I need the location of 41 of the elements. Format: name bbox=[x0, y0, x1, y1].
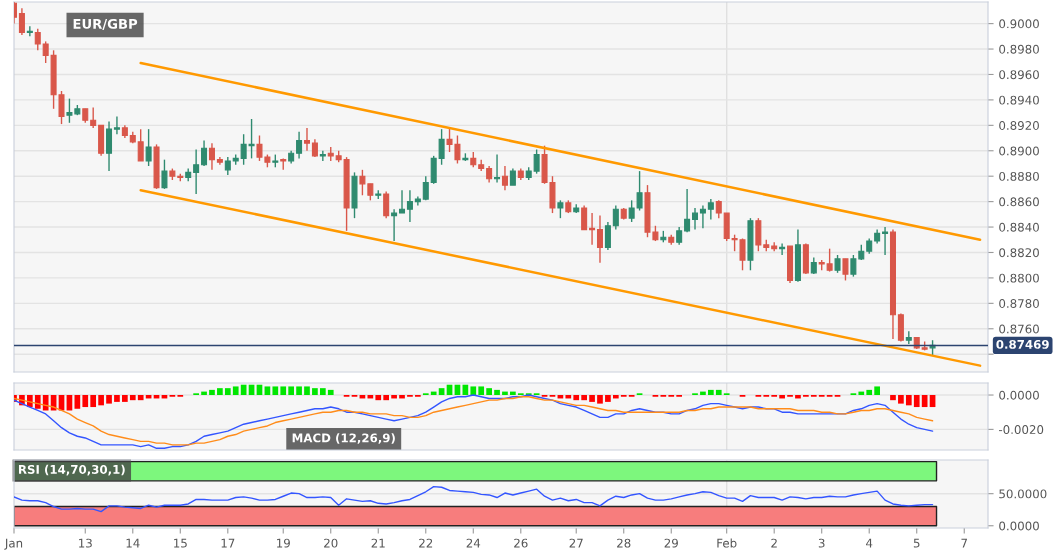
x-tick-label: 5 bbox=[913, 538, 920, 548]
y-tick-label: 0.8960 bbox=[999, 70, 1039, 80]
x-tick-label: 13 bbox=[79, 538, 92, 548]
x-tick-label: 21 bbox=[371, 538, 385, 548]
x-tick-label: 29 bbox=[664, 538, 678, 548]
x-tick-label: 20 bbox=[324, 538, 338, 548]
x-tick-label: 27 bbox=[569, 538, 583, 548]
x-tick-label: 19 bbox=[277, 538, 290, 548]
x-tick-label: 7 bbox=[961, 538, 967, 548]
y-tick-label: 0.8900 bbox=[999, 146, 1039, 156]
y-tick-label: 50.0000 bbox=[999, 489, 1047, 499]
y-tick-label: 0.8980 bbox=[999, 44, 1039, 54]
x-tick-label: 28 bbox=[617, 538, 631, 548]
y-tick-label: 0.9000 bbox=[999, 19, 1039, 29]
y-tick-label: 0.8800 bbox=[999, 273, 1039, 283]
y-tick-label: 0.8840 bbox=[999, 222, 1039, 232]
y-tick-label: 0.8780 bbox=[999, 299, 1039, 308]
y-tick-label: 0.8760 bbox=[999, 324, 1039, 334]
y-tick-label: 0.0000 bbox=[999, 521, 1039, 531]
x-tick-label: 26 bbox=[514, 538, 528, 548]
y-tick-label: 0.8880 bbox=[999, 171, 1039, 181]
y-tick-label: 0.8940 bbox=[999, 95, 1039, 105]
y-tick-label: 0.8860 bbox=[999, 197, 1039, 207]
y-tick-label: 0.8920 bbox=[999, 121, 1039, 130]
y-tick-label: 0.0000 bbox=[999, 390, 1039, 400]
y-tick-label: -0.0020 bbox=[998, 425, 1044, 435]
x-tick-label: 14 bbox=[126, 538, 140, 548]
x-tick-label: 17 bbox=[221, 538, 235, 548]
text: EUR/GBP bbox=[73, 18, 138, 30]
x-tick-label: 2 bbox=[771, 538, 777, 548]
y-tick-label: 0.8820 bbox=[999, 248, 1039, 258]
x-tick-label: 22 bbox=[419, 538, 433, 548]
x-tick-label: 4 bbox=[866, 538, 873, 548]
x-tick-label: Feb bbox=[717, 538, 737, 548]
x-tick-label: 3 bbox=[818, 538, 825, 548]
text: MACD (12,26,9) bbox=[292, 433, 395, 444]
x-tick-label: 15 bbox=[174, 538, 187, 548]
x-tick-label: 24 bbox=[466, 538, 481, 548]
chart-title: RSI (14,70,30,1) bbox=[18, 464, 125, 476]
x-tick-label: Jan bbox=[4, 538, 23, 550]
ref-line-label: 0.87469 bbox=[996, 339, 1049, 349]
